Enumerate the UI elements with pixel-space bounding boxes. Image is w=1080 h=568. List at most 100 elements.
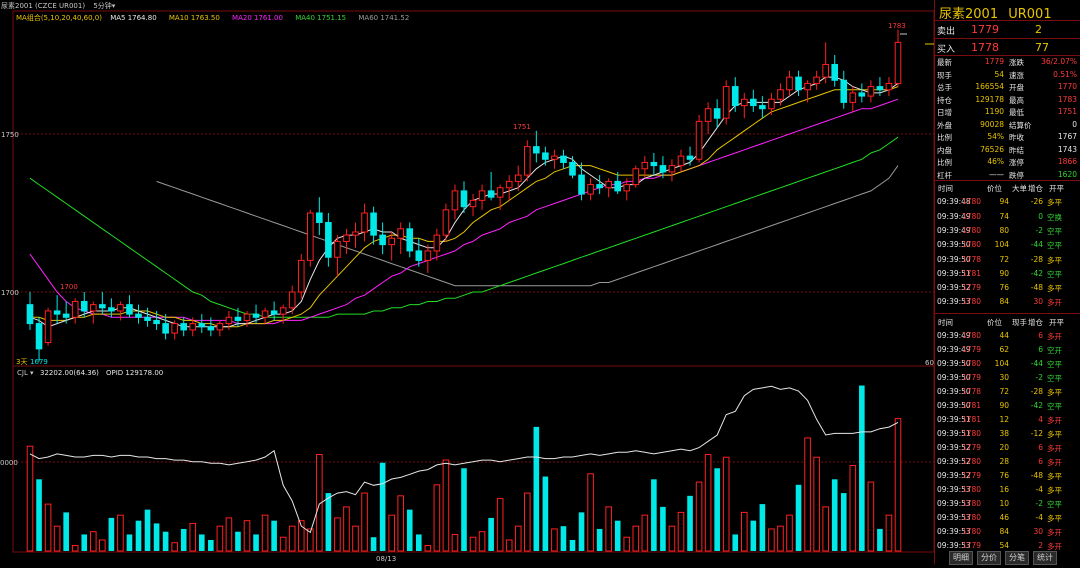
- candle-up: [297, 259, 305, 293]
- tick-cell: 09:39:52: [937, 471, 971, 480]
- kline-chart[interactable]: 1750 1700 0000 08/13 60 1783 1751 1700 3…: [0, 0, 935, 564]
- chart-area[interactable]: 1750 1700 0000 08/13 60 1783 1751 1700 3…: [0, 0, 935, 564]
- tick-cell: 09:39:51: [937, 268, 971, 278]
- stat-value: 46%: [987, 157, 1004, 166]
- tick-cell: 62: [999, 345, 1009, 354]
- tick-cell: -48: [1030, 471, 1043, 480]
- candle-up: [777, 89, 784, 100]
- candle-up: [695, 120, 703, 160]
- volume-bar-up: [279, 536, 287, 552]
- stat-value: 0.51%: [1053, 69, 1077, 79]
- period-selector[interactable]: 5分钟▾: [93, 2, 115, 10]
- candle-down: [831, 63, 839, 81]
- tick-cell: 09:39:53: [937, 485, 971, 494]
- open-interest-line: [29, 385, 899, 534]
- volume-bar-up: [424, 544, 432, 552]
- ma60-line: [156, 165, 899, 287]
- volume-bar-down: [759, 504, 766, 551]
- bottom-tabs: 明细 分价 分笔 统计: [935, 550, 1080, 565]
- tab-stats[interactable]: 统计: [1033, 551, 1057, 565]
- volume-bar-down: [596, 528, 603, 551]
- volume-bar-up: [704, 453, 712, 552]
- tick-cell: 104: [994, 240, 1009, 250]
- tick-cell: 09:39:50: [937, 387, 971, 396]
- candle-up: [551, 155, 558, 160]
- candle-up: [117, 304, 124, 312]
- buy-row[interactable]: 买入 1778 77: [935, 38, 1080, 56]
- tab-ticks[interactable]: 分笔: [1005, 551, 1029, 565]
- sell-volume: 2: [1035, 23, 1042, 36]
- stat-label: 最新: [937, 58, 952, 67]
- tick-cell: 1778: [961, 254, 981, 264]
- candle-down: [144, 316, 151, 321]
- volume-bar-up: [623, 536, 631, 552]
- stat-value: 1767: [1057, 132, 1077, 141]
- tick-cell: 1779: [961, 373, 981, 382]
- divider: [935, 313, 1080, 314]
- candle-down: [135, 313, 142, 318]
- candle-up: [306, 212, 314, 261]
- tick-cell: 6: [1038, 443, 1043, 452]
- quote-panel: 尿素2001 UR001 卖出 1779 2 买入 1778 77 最新 1779…: [934, 0, 1080, 565]
- volume-bar-down: [180, 528, 187, 551]
- tick-cell: 72: [999, 254, 1009, 264]
- tick-cell: 多平: [1047, 255, 1062, 265]
- candle-up: [894, 41, 902, 84]
- mid-high-label: 1751: [513, 123, 531, 131]
- ma10-line: [30, 86, 899, 328]
- volume-bar-down: [660, 506, 666, 551]
- volume-bar-down: [877, 528, 883, 551]
- volume-bar-down: [461, 468, 467, 551]
- candle-down: [153, 319, 160, 325]
- candle-down: [180, 323, 188, 331]
- tick-cell: 46: [999, 513, 1009, 522]
- volume-bar-down: [162, 531, 169, 551]
- candle-down: [686, 155, 694, 160]
- tick-cell: -26: [1030, 197, 1043, 207]
- tick-cell: 80: [999, 225, 1009, 235]
- tick-cell: 09:39:52: [937, 457, 971, 466]
- tick-cell: 28: [999, 457, 1009, 466]
- volume-bar-down: [859, 385, 865, 551]
- stat-label: 速涨: [1009, 70, 1024, 80]
- stat-label: 昨结: [1009, 145, 1024, 155]
- ma-group-label[interactable]: MA组合(5,10,20,40,60,0): [16, 14, 102, 22]
- chart-title: 尿素2001 (CZCE UR001) 5分钟▾: [1, 1, 115, 11]
- tick-cell: 多开: [1047, 332, 1062, 341]
- candle-up: [523, 146, 531, 176]
- candle-up: [786, 76, 793, 91]
- candle-down: [759, 105, 766, 110]
- tick-cell: 4: [1038, 415, 1043, 424]
- tick-cell: 09:39:52: [937, 443, 971, 452]
- tick-cell: 1780: [961, 429, 981, 438]
- candle-down: [713, 108, 721, 119]
- stat-value: 1770: [1057, 82, 1077, 91]
- tick-cell: 6: [1038, 457, 1043, 466]
- tab-price-dist[interactable]: 分价: [977, 551, 1001, 565]
- stat-label: 持仓: [937, 95, 952, 105]
- tick-row: 09:39:52 1779 20 6 多开: [935, 441, 1080, 454]
- volume-bar-down: [198, 534, 205, 551]
- candle-down: [35, 323, 43, 350]
- tab-detail[interactable]: 明细: [949, 551, 973, 565]
- tick-cell: 1780: [961, 359, 981, 368]
- candle-up: [849, 92, 857, 103]
- tick-cell: 09:39:49: [937, 345, 971, 354]
- candle-up: [189, 323, 197, 331]
- volume-bar-down: [714, 468, 720, 551]
- tick-row: 09:39:50 1778 72 -28 多平: [935, 385, 1080, 398]
- tick-cell: 1780: [961, 485, 981, 494]
- volume-bar-down: [614, 520, 621, 551]
- candle-down: [234, 316, 242, 321]
- candle-up: [496, 187, 504, 198]
- stat-value: 1866: [1057, 157, 1077, 166]
- candle-down: [487, 190, 495, 198]
- sell-row[interactable]: 卖出 1779 2: [935, 20, 1080, 39]
- axis-label-1700: 1700: [1, 289, 19, 297]
- tick-row: 09:39:49 1780 44 6 多开: [935, 329, 1080, 342]
- candle-down: [858, 92, 866, 97]
- tick-row: 09:39:53 1779 54 2 多开: [935, 539, 1080, 552]
- candle-down: [379, 234, 386, 246]
- stat-row: 持仓 129178 最高 1783: [935, 93, 1080, 106]
- tick-cell: 09:39:53: [937, 499, 971, 508]
